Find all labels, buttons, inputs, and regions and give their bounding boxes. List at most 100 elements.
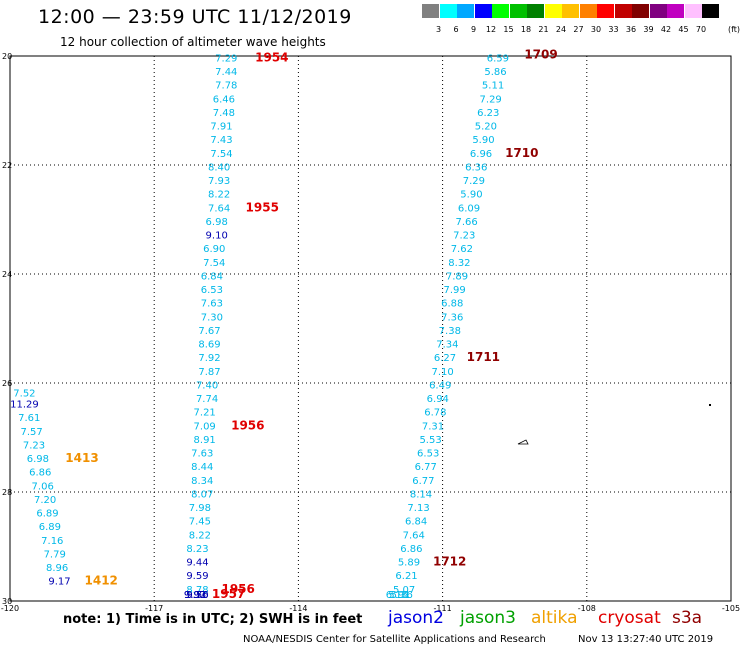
wave-height-value: 6.86 xyxy=(29,468,51,479)
pass-time-label: 1709 xyxy=(524,48,557,62)
wave-height-value: 7.62 xyxy=(451,244,473,255)
legend-jason3: jason3 xyxy=(460,608,516,628)
legend-label: 21 xyxy=(538,25,549,34)
wave-height-value: 8.40 xyxy=(208,162,230,173)
lat-tick-label: 22 xyxy=(2,161,12,170)
wave-height-value: 7.29 xyxy=(480,94,502,105)
lat-tick-label: 30 xyxy=(2,597,12,606)
wave-height-value: 5.53 xyxy=(419,435,441,446)
wave-height-value: 9.76 xyxy=(186,590,208,601)
legend-swatch xyxy=(684,4,702,18)
footer-note: note: 1) Time is in UTC; 2) SWH is in fe… xyxy=(63,612,363,627)
wave-height-value: 9.10 xyxy=(206,231,228,242)
legend-swatch xyxy=(632,4,649,18)
wave-height-value: 7.48 xyxy=(213,108,235,119)
legend-swatch xyxy=(667,4,684,18)
wave-height-value: 9.17 xyxy=(48,577,70,588)
time-labels: 1954195519561956195717091710171117121413… xyxy=(65,48,557,601)
wave-height-value: 7.64 xyxy=(403,530,425,541)
island-marker xyxy=(517,439,529,445)
lon-tick-label: -111 xyxy=(434,604,452,613)
island-dot xyxy=(709,404,711,406)
pass-time-label: 1413 xyxy=(65,451,98,465)
pass-time-label: 1710 xyxy=(505,146,538,160)
legend-cryosat: cryosat xyxy=(598,608,661,628)
wave-height-value: 6.84 xyxy=(201,271,223,282)
wave-height-value: 9.93 xyxy=(184,590,206,601)
wave-height-value: 8.32 xyxy=(448,258,470,269)
wave-height-value: 7.16 xyxy=(41,536,63,547)
wave-height-value: 7.40 xyxy=(196,380,218,391)
lat-tick-label: 26 xyxy=(2,379,12,388)
wave-height-value: 7.98 xyxy=(189,503,211,514)
wave-height-value: 8.69 xyxy=(198,340,220,351)
wave-height-value: 7.29 xyxy=(463,176,485,187)
wave-height-value: 7.93 xyxy=(208,176,230,187)
wave-height-value: 7.74 xyxy=(196,394,218,405)
pass-time-label: 1412 xyxy=(85,574,118,588)
wave-height-value: 7.89 xyxy=(446,271,468,282)
legend-swatch xyxy=(597,4,614,18)
legend-label: 24 xyxy=(555,25,567,34)
wave-height-value: 5.91 xyxy=(388,590,410,601)
wave-height-value: 6.53 xyxy=(201,285,223,296)
wave-height-value: 7.64 xyxy=(208,203,230,214)
wave-height-value: 7.21 xyxy=(194,408,216,419)
legend-swatch xyxy=(562,4,579,18)
wave-height-value: 9.92 xyxy=(184,590,206,601)
legend-label: 27 xyxy=(573,25,584,34)
wave-height-value: 8.44 xyxy=(191,462,213,473)
wave-height-value: 6.77 xyxy=(412,476,434,487)
legend-label: 9 xyxy=(470,25,477,34)
wave-height-value: 6.36 xyxy=(465,162,487,173)
wave-height-value: 8.22 xyxy=(189,530,211,541)
wave-height-value: 6.96 xyxy=(470,149,492,160)
wave-height-value: 9.50 xyxy=(186,590,208,601)
wave-height-value: 8.34 xyxy=(191,476,213,487)
legend-label: 70 xyxy=(695,25,707,34)
legend-label: 39 xyxy=(643,25,654,34)
wave-height-value: 6.78 xyxy=(424,408,446,419)
wave-height-value: 8.22 xyxy=(208,190,230,201)
wave-height-value: 6.94 xyxy=(427,394,449,405)
wave-height-value: 7.54 xyxy=(210,149,232,160)
pass-time-label: 1956 xyxy=(221,582,254,596)
wave-height-value: 7.23 xyxy=(453,231,475,242)
lon-tick-label: -114 xyxy=(289,604,307,613)
wave-height-value: 6.21 xyxy=(395,571,417,582)
wave-height-value: 7.67 xyxy=(198,326,220,337)
wave-height-value: 7.63 xyxy=(191,449,213,460)
axis-ticks: -120 -117 -114 -111 -108 -105 20 22 24 26 28 30 xyxy=(1,52,740,613)
lat-tick-label: 20 xyxy=(2,52,12,61)
grid-lines xyxy=(10,56,731,601)
wave-height-value: 5.20 xyxy=(475,122,497,133)
legend-swatch xyxy=(457,4,474,18)
legend-swatch xyxy=(474,4,492,18)
wave-height-value: 7.10 xyxy=(431,367,453,378)
wave-height-value: 7.66 xyxy=(456,217,478,228)
legend-altika: altika xyxy=(531,608,578,628)
legend-swatch xyxy=(509,4,527,18)
wave-height-value: 5.90 xyxy=(460,190,482,201)
wave-height-value: 7.29 xyxy=(215,53,237,64)
wave-height-value: 7.87 xyxy=(198,367,220,378)
credit-line: NOAA/NESDIS Center for Satellite Applica… xyxy=(243,634,546,645)
wave-height-value: 8.96 xyxy=(46,563,68,574)
wave-height-value: 11.29 xyxy=(10,400,39,411)
legend-label: 3 xyxy=(435,25,442,34)
wave-height-value: 6.98 xyxy=(27,454,49,465)
wave-height-value: 6.53 xyxy=(417,449,439,460)
legend-s3a: s3a xyxy=(672,608,703,628)
wave-height-value: 7.52 xyxy=(13,389,35,400)
legend-unit: (ft) xyxy=(728,25,740,34)
legend-swatch xyxy=(702,4,719,18)
wave-height-value: 6.77 xyxy=(415,462,437,473)
wave-height-value: 5.11 xyxy=(482,81,504,92)
wave-height-value: 7.34 xyxy=(436,340,458,351)
pass-time-label: 1955 xyxy=(246,200,279,214)
wave-height-value: 6.88 xyxy=(441,299,463,310)
wave-height-value: 6.98 xyxy=(206,217,228,228)
legend-swatch xyxy=(439,4,457,18)
